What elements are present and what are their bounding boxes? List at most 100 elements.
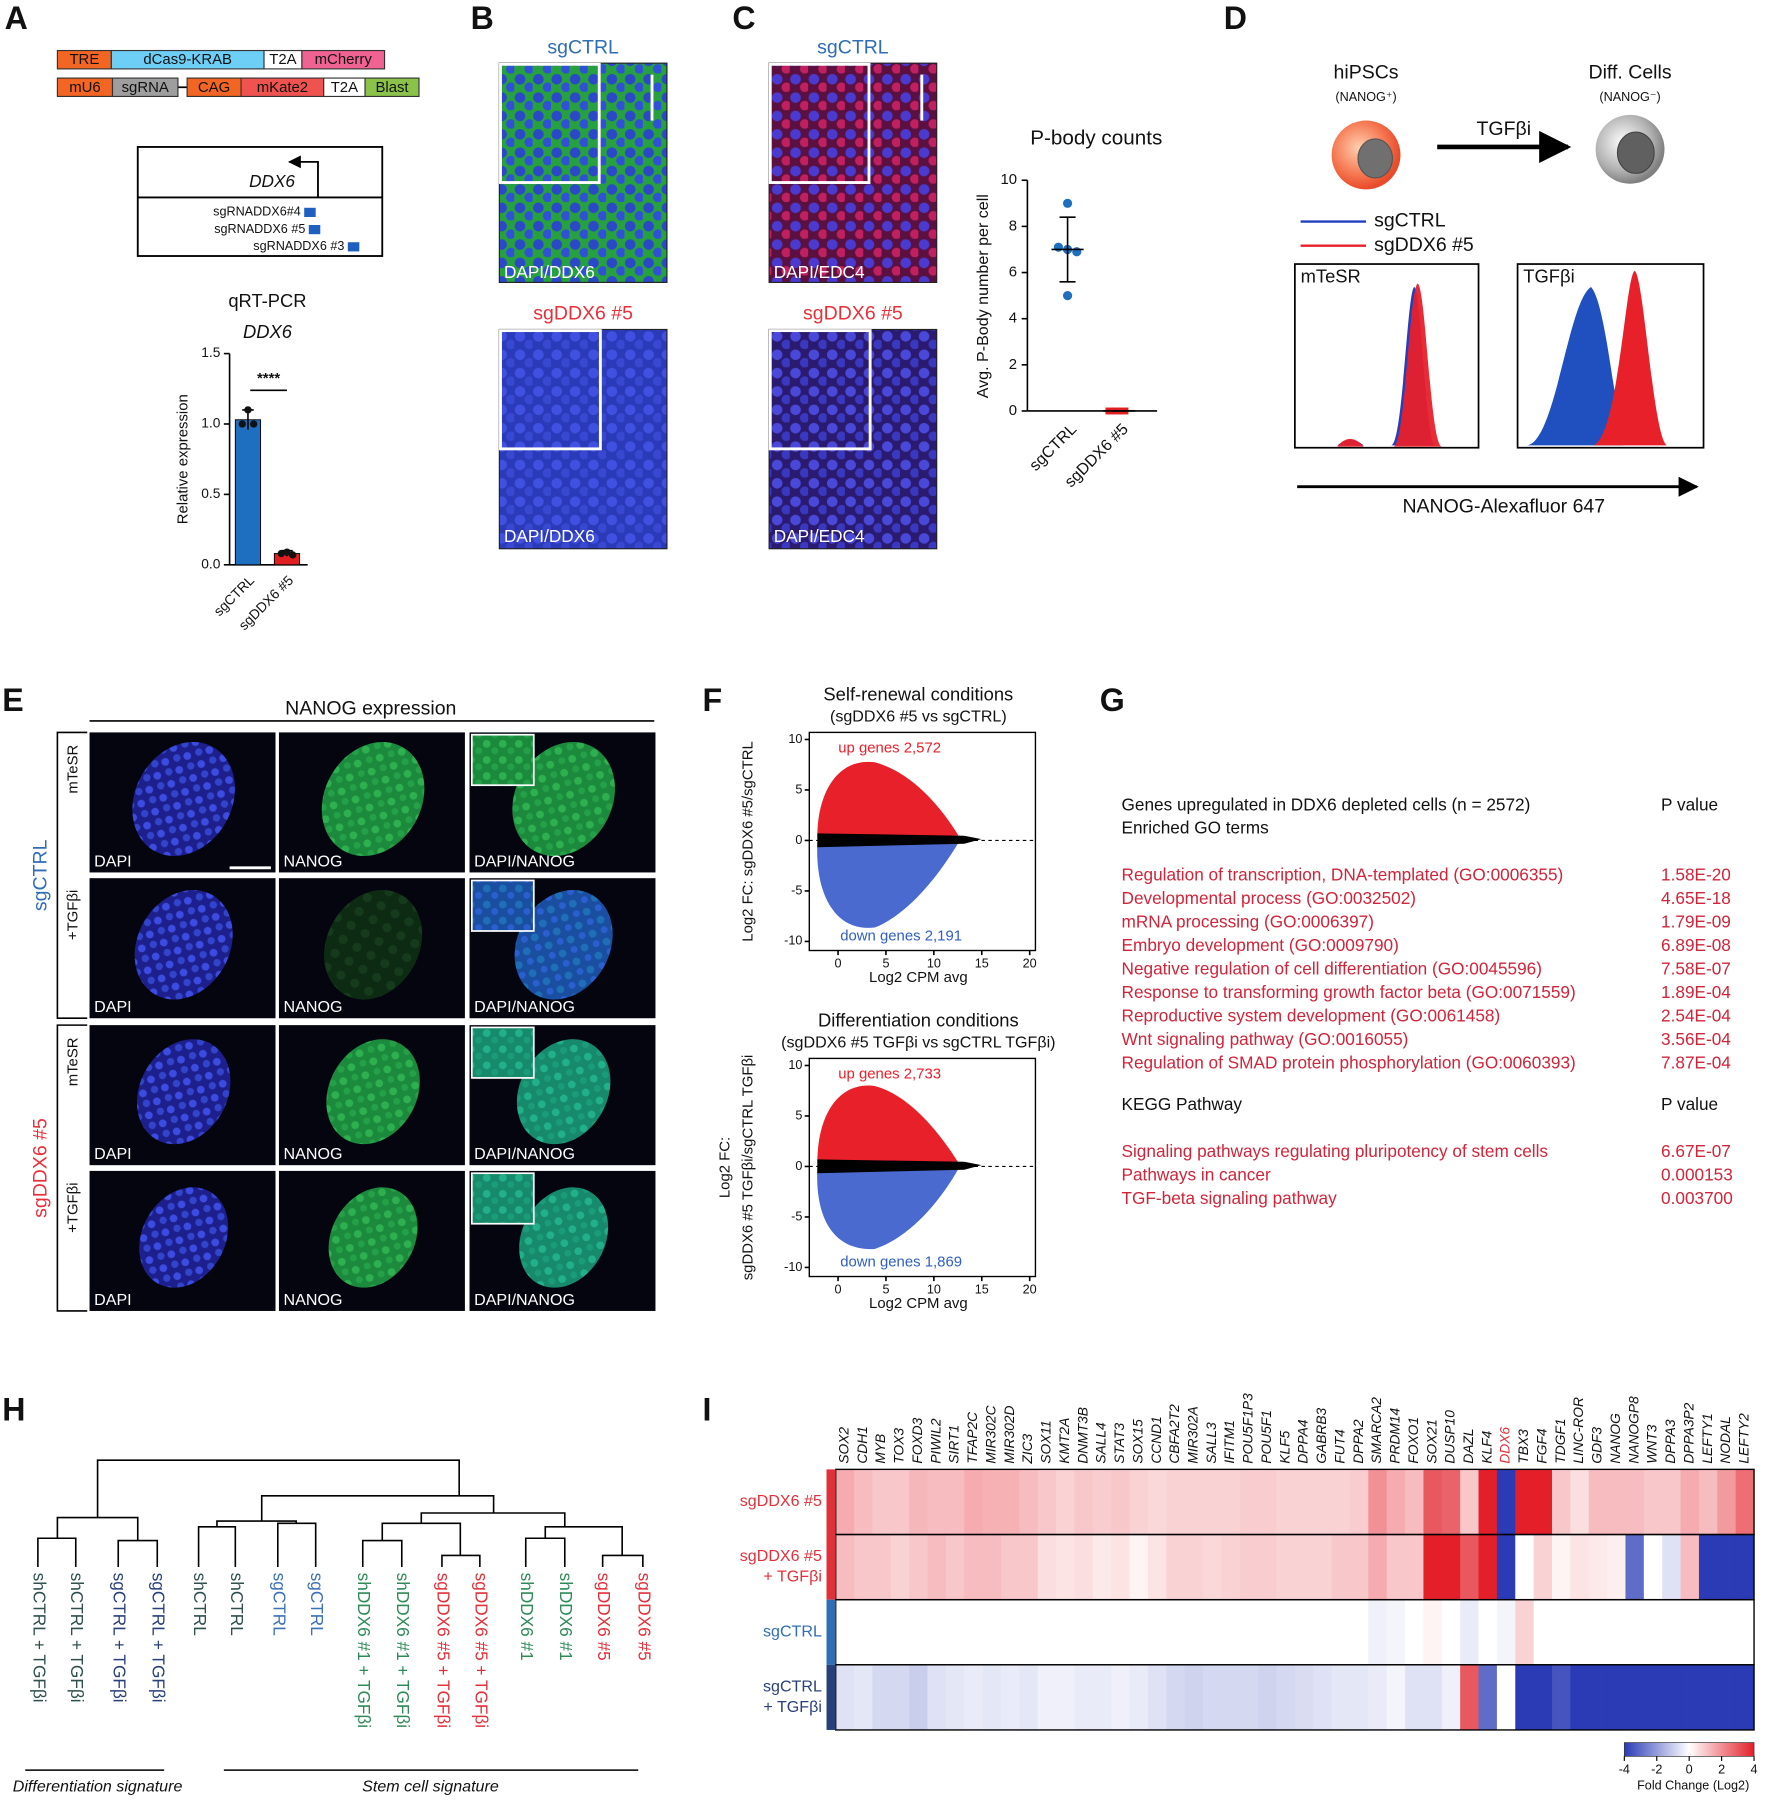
- gene-label: MIR302D: [1002, 1405, 1017, 1463]
- colorbar-tick-label: -2: [1651, 1762, 1662, 1776]
- inset-frame: [470, 1172, 535, 1225]
- heatmap-cell: [1662, 1469, 1682, 1535]
- x-tick-label: 20: [1023, 1283, 1037, 1297]
- row-label: + TGFβi: [763, 1568, 821, 1586]
- heatmap-cell: [835, 1469, 855, 1535]
- x-tick-label: 5: [882, 1283, 889, 1297]
- stain-label: DAPI/NANOG: [474, 1145, 575, 1163]
- gene-label: NANOGP8: [1626, 1396, 1641, 1464]
- gene-label: DAZL: [1461, 1428, 1476, 1463]
- heatmap-cell: [1643, 1664, 1663, 1731]
- stain-label: DAPI: [94, 852, 132, 870]
- panel-label: B: [471, 0, 494, 36]
- gene-label: SIRT1: [947, 1425, 962, 1464]
- heatmap-cell: [1423, 1664, 1443, 1731]
- heatmap-cell: [1405, 1469, 1424, 1535]
- y-tick-label: 1.0: [201, 416, 220, 431]
- colorbar: [1623, 1742, 1755, 1757]
- heatmap-cell: [1680, 1599, 1700, 1666]
- heatmap-cell: [1405, 1599, 1424, 1666]
- heatmap-cell: [1258, 1469, 1277, 1535]
- heatmap-cell: [909, 1599, 928, 1666]
- heatmap-cell: [1680, 1664, 1700, 1731]
- go-term: Wnt signaling pathway (GO:0016055): [1122, 1029, 1409, 1049]
- heatmap-cell: [1276, 1469, 1296, 1535]
- x-axis-label: NANOG-Alexafluor 647: [1402, 496, 1605, 518]
- condition-label: +TGFβi: [64, 890, 81, 940]
- gene-label: TOX3: [892, 1428, 907, 1464]
- heatmap-cell: [1331, 1469, 1351, 1535]
- heatmap-cell: [872, 1664, 892, 1731]
- heatmap-cell: [1203, 1534, 1222, 1601]
- guide-label: sgRNADDX6 #5: [214, 222, 305, 236]
- heatmap-cell: [1000, 1664, 1020, 1731]
- heatmap-cell: [1294, 1469, 1314, 1535]
- row-label: sgCTRL: [763, 1622, 822, 1640]
- stain-label: DAPI/DDX6: [504, 526, 595, 546]
- gene-label: SOX21: [1424, 1419, 1439, 1463]
- heatmap-cell: [964, 1469, 984, 1535]
- heatmap-cell: [1643, 1469, 1663, 1535]
- y-axis-label: Relative expression: [175, 394, 192, 524]
- row-color-bar: [826, 1534, 836, 1600]
- heatmap-cell: [1258, 1664, 1277, 1731]
- colorbar-tick-label: 4: [1751, 1762, 1758, 1776]
- construct-label: mKate2: [257, 79, 308, 96]
- heatmap-cell: [1276, 1599, 1296, 1666]
- stain-label: DAPI/EDC4: [774, 262, 865, 282]
- data-point: [283, 548, 291, 556]
- micrograph: [498, 328, 668, 550]
- heatmap-cell: [945, 1664, 965, 1731]
- y-axis-label: Avg. P-Body number per cell: [974, 194, 992, 398]
- heatmap-cell: [1092, 1664, 1112, 1731]
- heatmap-cell: [1239, 1599, 1259, 1666]
- guide-marker: [304, 207, 316, 217]
- gene-label: DPPA3: [1663, 1419, 1678, 1463]
- heatmap-cell: [1570, 1469, 1590, 1535]
- heatmap-cell: [1331, 1534, 1351, 1601]
- stain-label: DAPI/NANOG: [474, 998, 575, 1016]
- gene-label: MYB: [873, 1434, 888, 1464]
- heatmap-cell: [982, 1664, 1002, 1731]
- y-tick-label: -5: [791, 1209, 802, 1223]
- panel-label: C: [732, 0, 755, 36]
- heatmap-cell: [1460, 1599, 1479, 1666]
- y-tick-label: 0: [795, 833, 802, 847]
- p-value: 1.89E-04: [1661, 982, 1731, 1002]
- gene-label: KMT2A: [1057, 1418, 1072, 1464]
- gene-label: PIWIL2: [928, 1418, 943, 1463]
- heatmap-cell: [1735, 1469, 1755, 1535]
- gene-label: IFITM1: [1222, 1420, 1237, 1464]
- legend-label: sgDDX6 #5: [1374, 234, 1474, 256]
- stain-label: NANOG: [284, 998, 343, 1016]
- gene-label: CBFA2T2: [1167, 1404, 1182, 1464]
- heatmap-cell: [1386, 1599, 1406, 1666]
- heatmap-cell: [1111, 1599, 1131, 1666]
- bar: [234, 419, 262, 566]
- kegg-term: Signaling pathways regulating pluripoten…: [1122, 1141, 1549, 1161]
- y-tick-label: -10: [784, 1260, 802, 1274]
- colorbar-tick-label: 2: [1718, 1762, 1725, 1776]
- leaf-label: shDDX6 #1: [556, 1573, 576, 1661]
- table-subheader: Enriched GO terms: [1122, 817, 1269, 837]
- heatmap-cell: [1092, 1469, 1112, 1535]
- gene-label: SALL3: [1204, 1422, 1219, 1464]
- gene-label: FOXD3: [910, 1417, 925, 1463]
- heatmap-cell: [1129, 1534, 1149, 1601]
- ma-clouds: [817, 761, 982, 1250]
- heatmap-cell: [854, 1534, 873, 1601]
- go-term: Response to transforming growth factor b…: [1122, 982, 1576, 1002]
- heatmap-cell: [1533, 1469, 1553, 1535]
- chart-subtitle: (sgDDX6 #5 TGFβi vs sgCTRL TGFβi): [781, 1034, 1055, 1052]
- heatmap-cell: [1680, 1469, 1700, 1535]
- inset-frame: [499, 329, 602, 451]
- leaf-label: sgDDX6 #5: [634, 1573, 654, 1661]
- y-tick-label: 4: [1009, 310, 1017, 327]
- heatmap-cell: [1386, 1469, 1406, 1535]
- heatmap-cell: [1239, 1469, 1259, 1535]
- y-tick-label: 8: [1009, 217, 1017, 234]
- gene-label: TBX3: [1516, 1429, 1531, 1464]
- table-header: P value: [1661, 1094, 1718, 1114]
- data-point: [238, 420, 246, 428]
- p-value: 7.87E-04: [1661, 1053, 1731, 1073]
